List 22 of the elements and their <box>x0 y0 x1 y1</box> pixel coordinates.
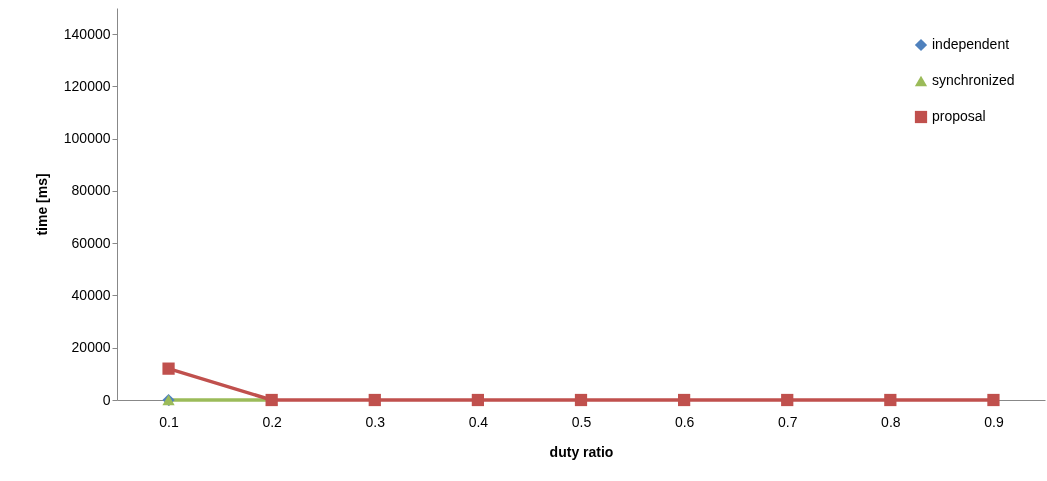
x-tick-label: 0.4 <box>468 413 489 430</box>
y-tick-label: 80000 <box>71 182 111 199</box>
x-tick-label: 0.7 <box>777 413 798 430</box>
y-tick-label: 40000 <box>71 286 111 303</box>
y-tick-label: 20000 <box>71 339 111 356</box>
x-tick-label: 0.1 <box>159 413 179 430</box>
x-tick-label: 0.6 <box>674 413 695 430</box>
y-axis-title: time [ms] <box>33 173 50 236</box>
y-tick-label: 120000 <box>63 77 111 94</box>
x-axis-title: duty ratio <box>549 443 614 460</box>
legend-label: synchronized <box>932 72 1015 88</box>
x-tick-label: 0.3 <box>365 413 386 430</box>
x-tick-label: 0.9 <box>984 413 1004 430</box>
legend-label: proposal <box>932 108 986 124</box>
x-tick-label: 0.5 <box>571 413 592 430</box>
y-tick-label: 140000 <box>63 25 111 42</box>
x-tick-label: 0.8 <box>881 413 901 430</box>
y-tick-label: 100000 <box>63 130 111 147</box>
x-tick-label: 0.2 <box>262 413 283 430</box>
y-tick-label: 0 <box>102 391 111 408</box>
legend-label: independent <box>932 36 1010 52</box>
y-tick-label: 60000 <box>71 234 111 251</box>
